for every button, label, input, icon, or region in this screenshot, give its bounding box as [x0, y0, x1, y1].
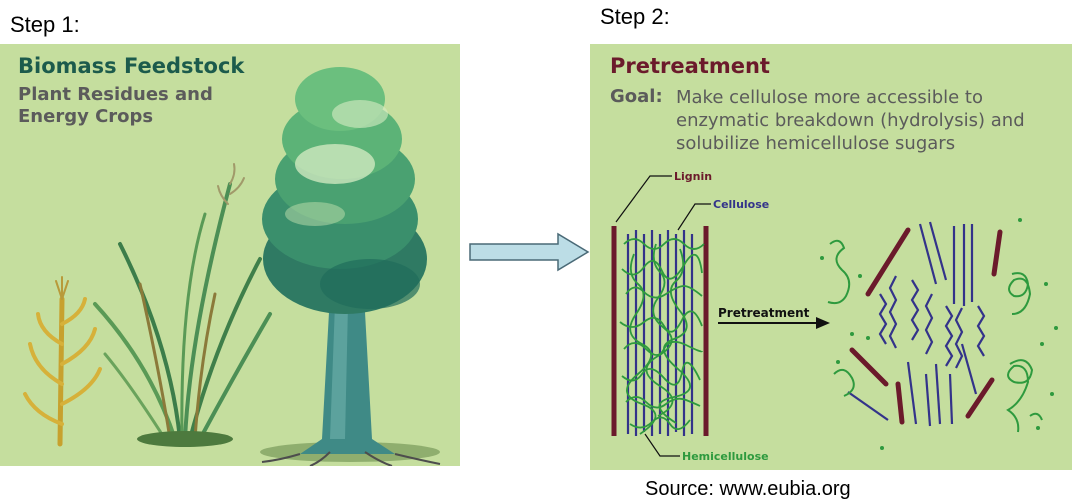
biomass-feedstock-panel: Biomass Feedstock Plant Residues and Ene…	[0, 44, 460, 466]
hemicellulose-fragments	[827, 239, 1043, 433]
pretreatment-arrow-head	[816, 317, 830, 329]
tree-roots	[261, 451, 441, 466]
pretreatment-arrow-label: Pretreatment	[718, 306, 810, 320]
tree-trunk	[300, 294, 395, 454]
lignin-leader	[615, 175, 672, 223]
hemicellulose-label: Hemicellulose	[682, 450, 769, 463]
feedstock-subtitle: Plant Residues and Energy Crops	[18, 84, 213, 127]
lignin-fragments	[849, 227, 1003, 425]
sugar-dots	[820, 218, 1058, 450]
goal-text: Make cellulose more accessible to enzyma…	[676, 87, 1025, 154]
step-2-label: Step 2:	[600, 4, 670, 29]
source-citation: Source: www.eubia.org	[645, 478, 851, 500]
trunk-highlight	[330, 304, 348, 439]
disrupted-biomass-structure	[820, 218, 1058, 450]
intact-biomass-structure	[611, 226, 709, 436]
feedstock-illustration	[23, 67, 441, 466]
cellulose-label: Cellulose	[713, 198, 770, 211]
cellulose-fibers	[847, 221, 986, 427]
step-1-label: Step 1:	[10, 12, 80, 37]
lignin-label: Lignin	[674, 170, 713, 183]
pretreatment-panel: Pretreatment Goal: Make cellulose more a…	[590, 44, 1072, 470]
grass-base	[137, 431, 233, 447]
energy-grass	[93, 163, 272, 441]
cellulose-leader	[677, 203, 711, 231]
tree-crown	[262, 67, 427, 314]
hemicellulose-leader	[644, 433, 680, 457]
pretreatment-title: Pretreatment	[610, 54, 770, 78]
hemicellulose-mesh	[619, 238, 705, 435]
pretreatment-diagram	[611, 175, 1058, 457]
feedstock-title: Biomass Feedstock	[18, 54, 245, 78]
step-arrow	[469, 232, 590, 272]
corn-stalk	[23, 276, 102, 447]
goal-label: Goal:	[610, 86, 663, 107]
